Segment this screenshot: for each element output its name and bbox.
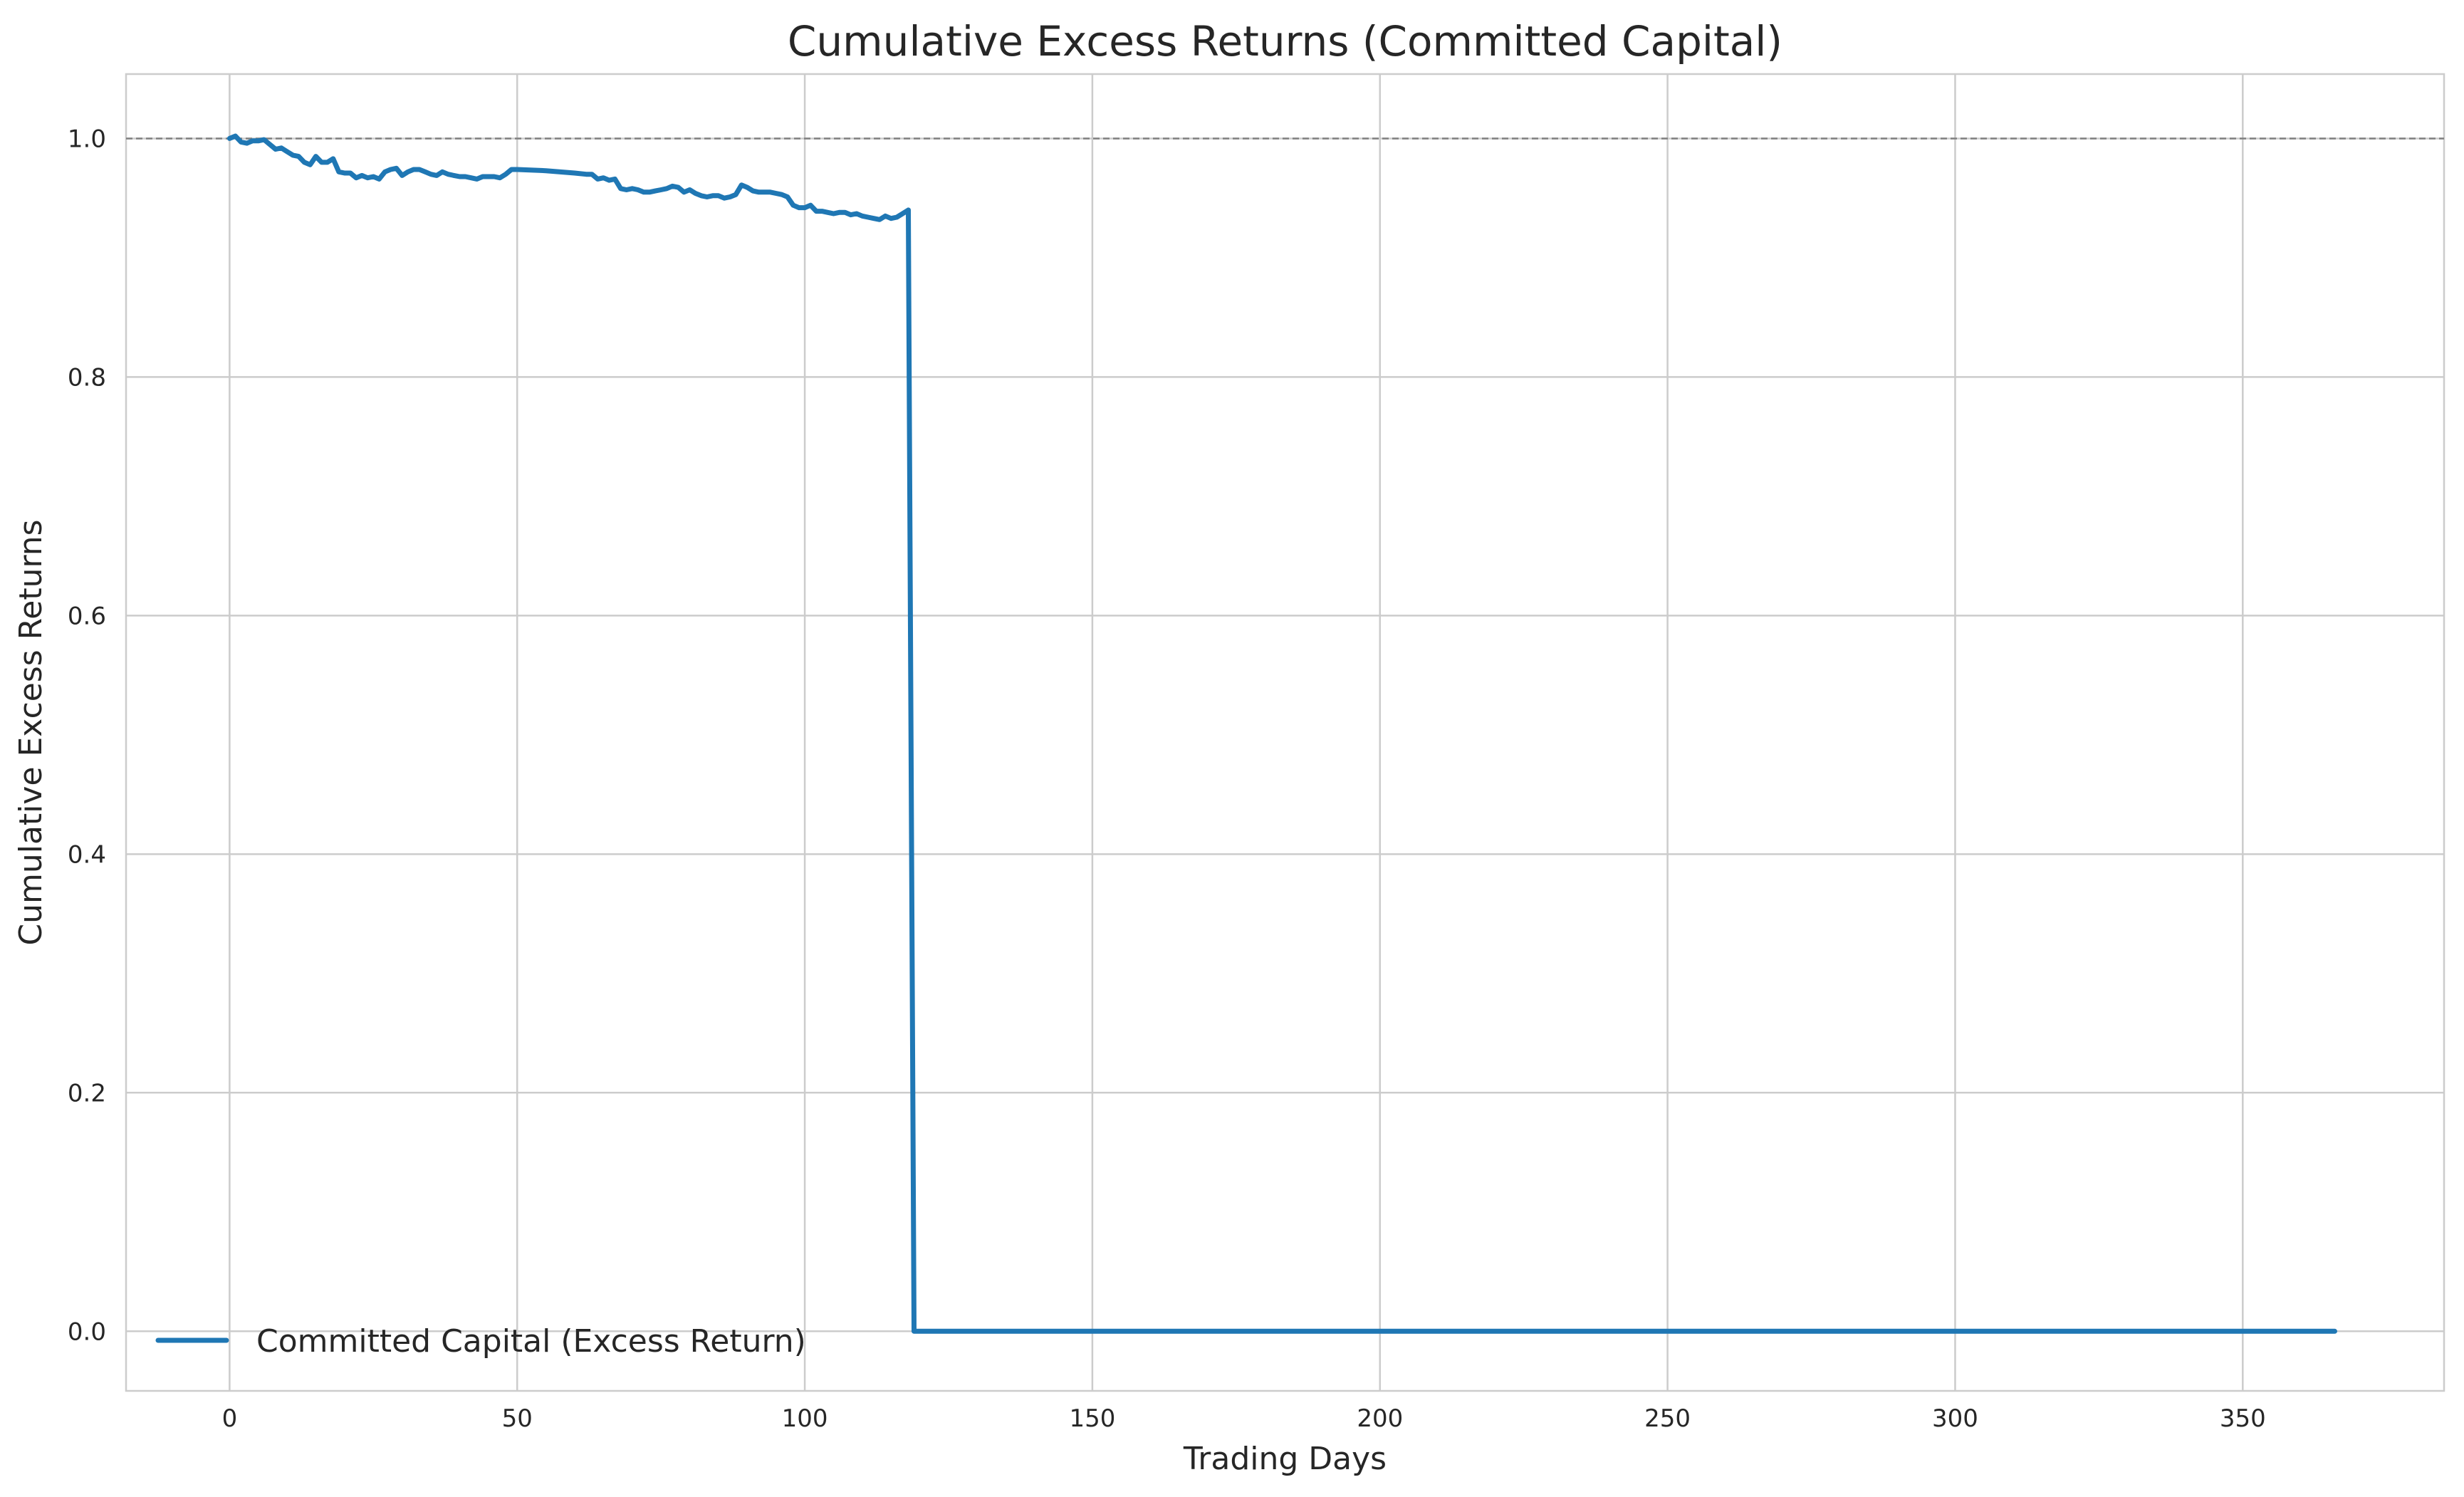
- legend-label-committed-capital: Committed Capital (Excess Return): [256, 1323, 806, 1360]
- legend: Committed Capital (Excess Return): [155, 1323, 806, 1360]
- y-tick-label: 0.0: [68, 1318, 106, 1346]
- series-lines: [226, 133, 2337, 1334]
- series-line-committed-capital: [226, 133, 2337, 1334]
- y-tick-label: 1.0: [68, 125, 106, 153]
- x-tick-labels: 0 50 100 150 200 250 300 350: [222, 1404, 2266, 1433]
- x-axis-label: Trading Days: [1183, 1441, 1387, 1477]
- chart-title: Cumulative Excess Returns (Committed Cap…: [788, 17, 1782, 66]
- x-tick-label: 250: [1644, 1404, 1691, 1433]
- x-tick-label: 350: [2220, 1404, 2266, 1433]
- x-tick-label: 100: [782, 1404, 828, 1433]
- x-tick-label: 300: [1932, 1404, 1978, 1433]
- x-tick-label: 150: [1069, 1404, 1115, 1433]
- y-axis-label: Cumulative Excess Returns: [13, 519, 49, 945]
- y-tick-label: 0.2: [68, 1079, 106, 1107]
- x-tick-label: 0: [222, 1404, 238, 1433]
- y-tick-labels: 0.0 0.2 0.4 0.6 0.8 1.0: [68, 125, 106, 1346]
- x-tick-label: 200: [1357, 1404, 1403, 1433]
- y-tick-label: 0.4: [68, 840, 106, 869]
- y-tick-label: 0.6: [68, 602, 106, 630]
- plot-area-frame: [125, 73, 2445, 1392]
- x-tick-label: 50: [502, 1404, 533, 1433]
- y-tick-label: 0.8: [68, 363, 106, 392]
